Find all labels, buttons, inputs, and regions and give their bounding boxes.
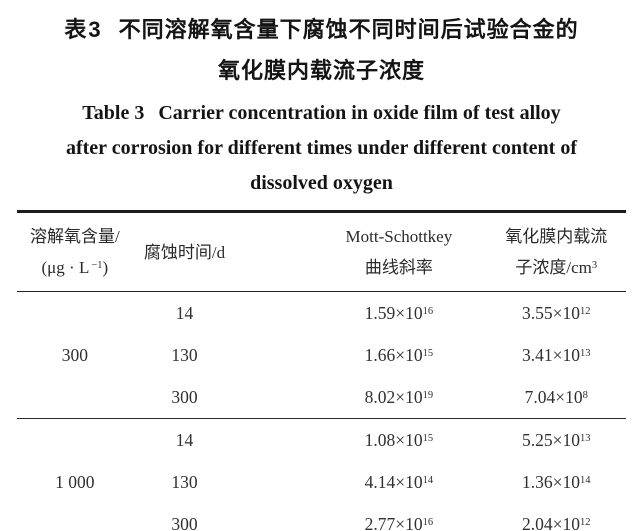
slope-value-cell: 1.08×1015 bbox=[236, 418, 462, 461]
table-row: 1 000 14 1.08×1015 5.25×1013 bbox=[17, 418, 626, 531]
exponent: 12 bbox=[580, 516, 591, 528]
table-row: 300 2.77×1016 2.04×1012 bbox=[17, 503, 626, 531]
exponent: 19 bbox=[422, 389, 434, 401]
corrosion-time-cell: 14 bbox=[132, 418, 237, 461]
exponent: 13 bbox=[580, 347, 591, 359]
table-title-en-line3: dissolved oxygen bbox=[250, 172, 393, 194]
table-title-zh-line1: 表3 不同溶解氧含量下腐蚀不同时间后试验合金的 bbox=[0, 9, 643, 50]
carrier-value-cell: 2.04×1012 bbox=[522, 513, 591, 531]
oxygen-content-cell: 1 000 bbox=[17, 418, 133, 531]
table-title-en-text: Carrier concentration in oxide film of t… bbox=[158, 102, 561, 124]
slope-value-cell: 2.77×1016 bbox=[364, 513, 434, 531]
exponent: 14 bbox=[580, 474, 591, 486]
carrier-value-cell: 3.55×1012 bbox=[522, 302, 591, 323]
carrier-value-cell: 1.36×1014 bbox=[522, 471, 591, 492]
slope-value-cell: 8.02×1019 bbox=[364, 386, 434, 407]
header-carrier-line2: 子浓度/cm3 bbox=[515, 258, 598, 277]
table-row: 130 1.66×1015 3.41×1013 bbox=[17, 334, 626, 376]
header-slope-line2: 曲线斜率 bbox=[364, 258, 433, 277]
header-slope-line1: Mott-Schottkey bbox=[345, 227, 453, 246]
slope-value-cell: 4.14×1014 bbox=[364, 471, 434, 492]
slope-value-cell: 1.66×1015 bbox=[364, 344, 434, 365]
carrier-value-cell: 7.04×108 bbox=[524, 386, 588, 407]
header-dissolved-oxygen-unit: (μg · L −1) bbox=[41, 258, 109, 277]
header-corrosion-time: 腐蚀时间/d bbox=[132, 211, 237, 292]
header-dissolved-oxygen-label: 溶解氧含量/ bbox=[29, 227, 120, 246]
exponent: 12 bbox=[580, 305, 591, 317]
table-body: 300 14 1.59×1016 3.55×1012 130 1.66×1015 3.41×… bbox=[17, 292, 626, 531]
table-title-en: Table 3 Carrier concentration in oxide fi… bbox=[0, 96, 643, 201]
corrosion-time-cell: 14 bbox=[175, 302, 194, 323]
header-carrier-line1: 氧化膜内载流 bbox=[505, 227, 608, 246]
header-row: 溶解氧含量/ (μg · L −1) 腐蚀时间/d Mott-Schottkey … bbox=[17, 211, 626, 292]
header-mott-schottky-slope: Mott-Schottkey 曲线斜率 bbox=[236, 211, 462, 292]
exponent: 13 bbox=[580, 432, 591, 444]
header-dissolved-oxygen: 溶解氧含量/ (μg · L −1) bbox=[17, 211, 133, 292]
slope-value-cell: 1.59×1016 bbox=[364, 302, 434, 323]
exponent: 8 bbox=[582, 389, 588, 401]
table-title-en-line1: Table 3 Carrier concentration in oxide fi… bbox=[0, 96, 643, 131]
exponent: 16 bbox=[422, 516, 434, 528]
unit-exponent: 3 bbox=[591, 260, 598, 272]
header-carrier-concentration: 氧化膜内载流 子浓度/cm3 bbox=[461, 211, 626, 292]
table-row: 300 14 1.59×1016 3.55×1012 bbox=[17, 292, 626, 365]
table-row: 130 4.14×1014 1.36×1014 bbox=[17, 461, 626, 503]
table-title-en-line2: after corrosion for different times unde… bbox=[65, 137, 577, 159]
table-title-zh-line2: 氧化膜内载流子浓度 bbox=[217, 58, 425, 83]
table-title-zh-text: 不同溶解氧含量下腐蚀不同时间后试验合金的 bbox=[118, 17, 579, 42]
exponent: 16 bbox=[422, 305, 434, 317]
carrier-value-cell: 3.41×1013 bbox=[522, 344, 591, 365]
unit-exponent: −1 bbox=[91, 260, 103, 272]
corrosion-time-cell: 300 bbox=[171, 386, 198, 407]
exponent: 15 bbox=[422, 432, 434, 444]
table-header: 溶解氧含量/ (μg · L −1) 腐蚀时间/d Mott-Schottkey … bbox=[17, 211, 626, 292]
table-number-en: Table 3 bbox=[82, 102, 145, 124]
oxygen-content-cell: 300 bbox=[61, 344, 88, 365]
corrosion-time-cell: 130 bbox=[171, 344, 198, 365]
corrosion-time-cell: 130 bbox=[171, 471, 198, 492]
exponent: 15 bbox=[422, 347, 434, 359]
table-row: 300 8.02×1019 7.04×108 bbox=[17, 376, 626, 419]
table-number-zh: 表3 bbox=[64, 17, 103, 42]
carrier-value-cell: 5.25×1013 bbox=[461, 418, 626, 461]
exponent: 14 bbox=[422, 474, 434, 486]
carrier-concentration-table: 溶解氧含量/ (μg · L −1) 腐蚀时间/d Mott-Schottkey … bbox=[17, 210, 626, 531]
corrosion-time-cell: 300 bbox=[171, 513, 198, 531]
